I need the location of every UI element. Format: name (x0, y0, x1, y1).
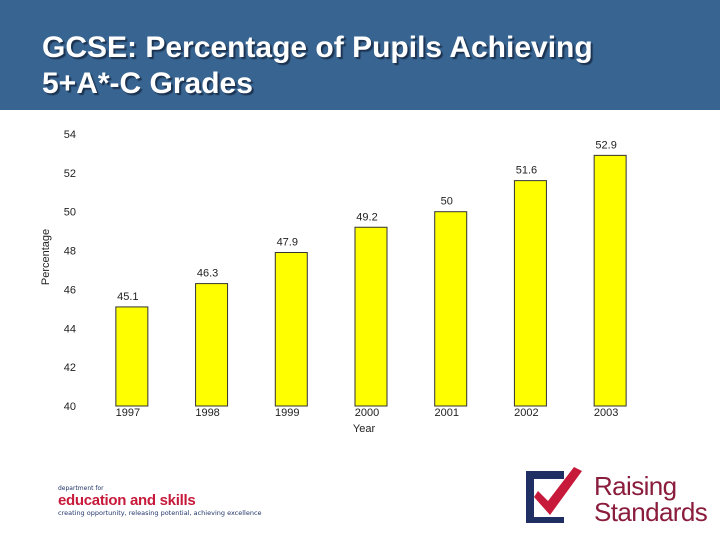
bar-2000 (354, 226, 388, 407)
data-label-2002: 51.6 (516, 165, 537, 177)
bar-2003 (593, 154, 627, 407)
y-tick-label: 48 (64, 246, 76, 258)
raising-standards-text: Raising Standards (594, 473, 720, 525)
y-tick-label: 50 (64, 207, 76, 219)
y-tick-label: 42 (64, 362, 76, 374)
x-axis-label: Year (353, 423, 376, 435)
data-label-1997: 45.1 (117, 291, 138, 303)
y-tick-label: 52 (64, 168, 76, 180)
y-tick-label: 54 (64, 129, 76, 141)
bar-2001 (434, 211, 468, 407)
x-tick-label: 1998 (195, 407, 219, 419)
bar-2002 (513, 180, 547, 407)
raising-standards-check-icon (526, 467, 582, 523)
y-tick-label: 40 (64, 401, 76, 413)
dfes-logo-main: education and skills (58, 492, 196, 509)
data-label-2003: 52.9 (595, 139, 616, 151)
x-tick-label: 2003 (594, 407, 618, 419)
x-tick-label: 2002 (514, 407, 538, 419)
footer: department for education and skills crea… (0, 460, 720, 540)
data-label-1999: 47.9 (277, 237, 298, 249)
y-tick-label: 46 (64, 284, 76, 296)
data-label-2000: 49.2 (356, 211, 377, 223)
y-tick-label: 44 (64, 323, 76, 335)
bar-1998 (195, 283, 229, 407)
dfes-logo: department for education and skills crea… (58, 485, 262, 517)
raising-standards-line-2: Standards (594, 497, 708, 527)
x-tick-label: 1999 (275, 407, 299, 419)
bar-chart: 40 42 44 46 48 50 52 54 45.1 1997 46.3 1998 47.9 1999… (0, 110, 720, 460)
raising-standards-line-1: Raising (594, 471, 677, 501)
y-axis-label: Percentage (40, 229, 52, 285)
dfes-logo-tagline: creating opportunity, releasing potentia… (58, 509, 262, 517)
x-tick-label: 1997 (116, 407, 140, 419)
bar-1999 (274, 252, 308, 407)
title-line-1: GCSE: Percentage of Pupils Achieving (42, 31, 593, 64)
title-line-2: 5+A*-C Grades (42, 67, 253, 100)
x-tick-label: 2001 (434, 407, 458, 419)
dfes-logo-small: department for (58, 485, 104, 492)
page-title: GCSE: Percentage of Pupils Achieving 5+A… (42, 30, 682, 102)
bar-1997 (115, 306, 149, 407)
data-label-2001: 50 (441, 196, 453, 208)
data-label-1998: 46.3 (197, 268, 218, 280)
x-tick-label: 2000 (355, 407, 379, 419)
